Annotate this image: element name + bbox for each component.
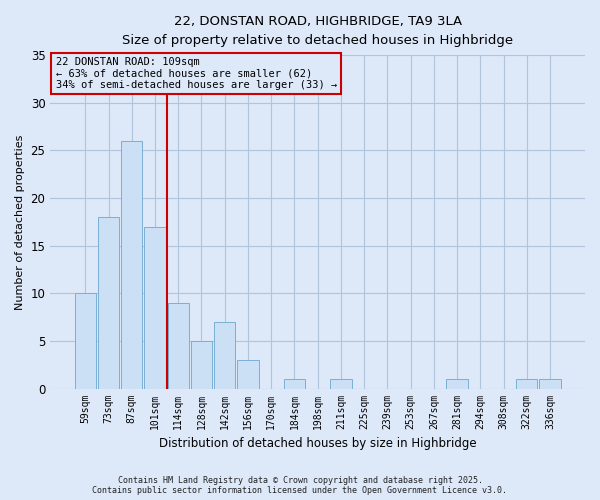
Bar bbox=[214, 322, 235, 388]
Bar bbox=[237, 360, 259, 388]
Bar bbox=[98, 217, 119, 388]
Text: Contains HM Land Registry data © Crown copyright and database right 2025.
Contai: Contains HM Land Registry data © Crown c… bbox=[92, 476, 508, 495]
Bar bbox=[121, 141, 142, 388]
Bar bbox=[330, 379, 352, 388]
Bar bbox=[446, 379, 468, 388]
X-axis label: Distribution of detached houses by size in Highbridge: Distribution of detached houses by size … bbox=[159, 437, 476, 450]
Y-axis label: Number of detached properties: Number of detached properties bbox=[15, 134, 25, 310]
Title: 22, DONSTAN ROAD, HIGHBRIDGE, TA9 3LA
Size of property relative to detached hous: 22, DONSTAN ROAD, HIGHBRIDGE, TA9 3LA Si… bbox=[122, 15, 513, 47]
Bar bbox=[145, 226, 166, 388]
Bar bbox=[284, 379, 305, 388]
Bar bbox=[74, 294, 96, 388]
Bar bbox=[516, 379, 538, 388]
Bar bbox=[167, 303, 189, 388]
Bar bbox=[191, 341, 212, 388]
Bar bbox=[539, 379, 560, 388]
Text: 22 DONSTAN ROAD: 109sqm
← 63% of detached houses are smaller (62)
34% of semi-de: 22 DONSTAN ROAD: 109sqm ← 63% of detache… bbox=[56, 57, 337, 90]
